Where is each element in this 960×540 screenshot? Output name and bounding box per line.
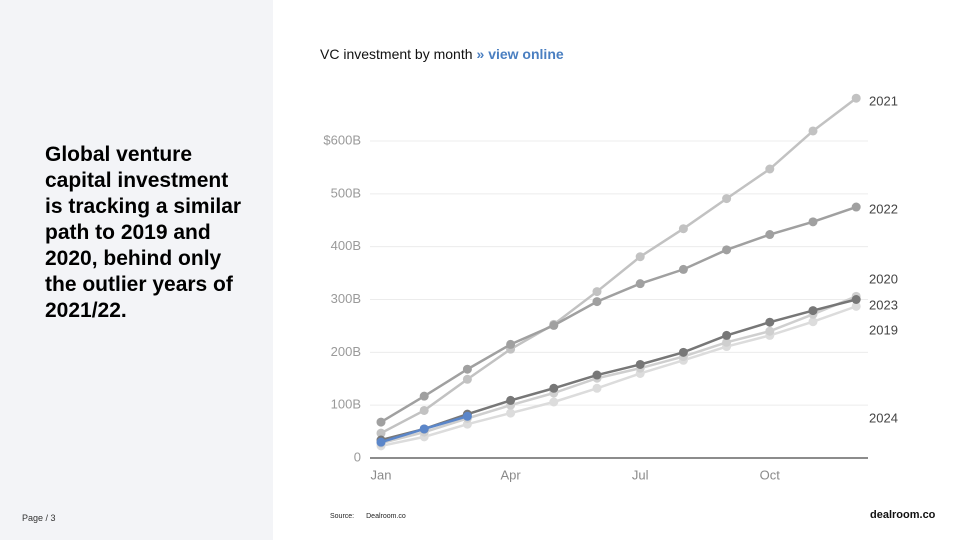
data-point [592, 383, 602, 393]
series-label: 2019 [869, 322, 898, 337]
data-point [592, 297, 602, 307]
data-point [635, 252, 645, 262]
data-point [851, 295, 861, 304]
data-point [462, 364, 472, 374]
series-label: 2023 [869, 297, 898, 312]
data-point [376, 428, 386, 438]
series-label: 2020 [869, 271, 898, 286]
data-point [376, 437, 386, 447]
data-point [851, 202, 861, 212]
data-point [549, 383, 559, 393]
data-point [592, 370, 602, 380]
data-point [808, 217, 818, 227]
data-point [506, 395, 516, 405]
y-tick-label: 200B [331, 344, 361, 359]
data-point [765, 326, 775, 336]
data-point [635, 279, 645, 289]
data-point [722, 194, 732, 204]
data-point [765, 230, 775, 240]
x-tick-label: Oct [760, 467, 781, 482]
view-online-link[interactable]: » view online [476, 46, 564, 62]
source-label: Source: [330, 513, 355, 520]
data-point [635, 359, 645, 369]
y-tick-label: 100B [331, 397, 361, 412]
data-point [462, 374, 472, 384]
x-tick-label: Jul [632, 467, 649, 482]
side-panel [0, 0, 273, 540]
chart-header: VC investment by month» view online [320, 46, 564, 62]
page-number: Page / 3 [22, 513, 56, 523]
x-tick-label: Jan [371, 467, 392, 482]
y-tick-label: 400B [331, 238, 361, 253]
data-point [549, 320, 559, 330]
data-point [722, 330, 732, 340]
y-tick-label: $600B [323, 132, 361, 147]
data-point [722, 245, 732, 255]
headline: Global venture capital investment is tra… [45, 143, 242, 322]
y-tick-label: 500B [331, 185, 361, 200]
data-point [765, 164, 775, 174]
source-name: Dealroom.co [366, 513, 406, 520]
data-point [678, 224, 688, 234]
data-point [765, 317, 775, 327]
series-label: 2024 [869, 410, 898, 425]
series-line [380, 298, 857, 442]
data-point [808, 126, 818, 136]
y-tick-label: 0 [354, 449, 361, 464]
series-label: 2021 [869, 93, 898, 108]
logo: dealroom.co [870, 509, 936, 521]
data-point [592, 287, 602, 297]
data-point [851, 301, 861, 311]
data-point [419, 391, 429, 401]
source: Source: Dealroom.co [330, 513, 406, 520]
series-line [380, 305, 857, 448]
data-point [808, 306, 818, 316]
series-line [380, 295, 857, 445]
data-point [419, 424, 429, 434]
data-point [419, 405, 429, 415]
data-point [808, 317, 818, 327]
data-point [376, 417, 386, 427]
series-label: 2022 [869, 201, 898, 216]
series-line [380, 97, 857, 435]
data-point [506, 408, 516, 418]
data-point [722, 337, 732, 347]
data-point [678, 347, 688, 357]
chart-title: VC investment by month [320, 46, 473, 62]
y-tick-label: 300B [331, 291, 361, 306]
data-point [851, 93, 861, 103]
x-tick-label: Apr [500, 467, 521, 482]
data-point [462, 411, 472, 421]
data-point [678, 264, 688, 274]
data-point [506, 339, 516, 349]
series-line [380, 205, 857, 424]
data-point [549, 397, 559, 407]
